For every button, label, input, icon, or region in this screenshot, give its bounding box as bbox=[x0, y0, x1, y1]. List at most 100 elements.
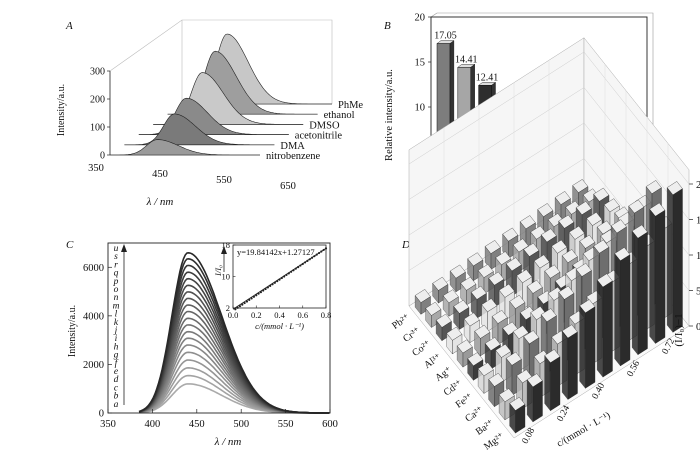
inset-point bbox=[306, 259, 309, 262]
x-tick-label: 400 bbox=[145, 419, 161, 430]
y-tick-label: 20 bbox=[415, 13, 426, 24]
panel-d-letter: D bbox=[401, 239, 410, 251]
inset-point bbox=[259, 291, 262, 294]
panel-a-series: PhMeethanolDMSOacetonitrileDMAnitrobenze… bbox=[110, 33, 363, 162]
bar-front bbox=[585, 306, 596, 389]
inset-point bbox=[236, 306, 239, 309]
bar-side bbox=[488, 378, 495, 408]
panel-b-letter: B bbox=[384, 20, 391, 32]
inset-point bbox=[245, 300, 249, 303]
bar-side bbox=[432, 282, 439, 304]
inset-point bbox=[243, 301, 246, 305]
inset-x-tick-label: 0.8 bbox=[321, 310, 332, 320]
bar-value-label: 12.41 bbox=[476, 72, 499, 83]
x-tick-label: 350 bbox=[100, 419, 116, 430]
plot-frame bbox=[107, 242, 331, 414]
inset-point bbox=[294, 267, 297, 270]
inset-point bbox=[278, 278, 281, 281]
inset-point bbox=[310, 256, 314, 259]
inset-point bbox=[262, 289, 265, 292]
inset-point bbox=[276, 280, 279, 283]
bar-front bbox=[602, 280, 613, 378]
y-tick-label: 0 bbox=[99, 409, 104, 420]
inset-point bbox=[266, 286, 269, 289]
z-tick-label: 20 bbox=[696, 180, 700, 191]
bar-side bbox=[474, 330, 481, 357]
y-tick-label: 0 bbox=[100, 151, 105, 162]
inset-y-tick-label: 10 bbox=[222, 272, 231, 282]
curve-letter: s bbox=[114, 252, 118, 262]
spectrum-curve-u bbox=[138, 251, 330, 414]
bar-side bbox=[498, 394, 506, 421]
y-tick-label: 4000 bbox=[83, 311, 104, 322]
bar-side bbox=[526, 379, 534, 423]
curve-letter: r bbox=[114, 260, 118, 270]
y-tick-label: 100 bbox=[90, 123, 105, 134]
inset-x-tick-label: 0.2 bbox=[251, 310, 262, 320]
inset-point bbox=[248, 298, 251, 302]
bar-side bbox=[467, 258, 474, 282]
inset-ylabel: I/I₀ bbox=[213, 265, 223, 277]
bar-side bbox=[453, 305, 460, 330]
wall-gridline bbox=[408, 87, 690, 220]
x-tick-label: 350 bbox=[88, 163, 104, 174]
inset-point bbox=[290, 270, 293, 273]
bar-front bbox=[637, 231, 648, 356]
inset-x-tick-label: 0.4 bbox=[274, 310, 285, 320]
inset-point bbox=[257, 292, 260, 295]
curve-letter: h bbox=[114, 342, 119, 352]
z-tick-label: 0 bbox=[696, 322, 700, 333]
ion-label: Ag⁺ bbox=[433, 365, 454, 384]
inset-equation: y=19.84142x+1.27127 bbox=[237, 247, 315, 257]
bar-side bbox=[425, 307, 432, 328]
bar-side bbox=[666, 187, 674, 333]
series-label-ethanol: ethanol bbox=[324, 110, 355, 121]
z-tick-label: 5 bbox=[696, 287, 700, 298]
inset-point bbox=[303, 261, 307, 264]
bar-front bbox=[550, 356, 561, 412]
curve-letter: o bbox=[114, 285, 119, 295]
inset-point bbox=[315, 253, 318, 256]
bar-side bbox=[449, 270, 457, 293]
panel-d: D 051015200.080.240.400.560.72Pb²⁺Cr³⁺Co… bbox=[390, 37, 700, 453]
y-tick-label: 2000 bbox=[83, 360, 104, 371]
inset-point bbox=[269, 284, 272, 287]
y-tick-label: 300 bbox=[90, 67, 105, 78]
panel-a: A PhMeethanolDMSOacetonitrileDMAnitroben… bbox=[56, 19, 363, 208]
inset-y-tick-label: 2 bbox=[226, 303, 230, 313]
inset-point bbox=[241, 303, 244, 306]
x-tick-label: 500 bbox=[233, 419, 249, 430]
curve-letter: l bbox=[115, 310, 118, 320]
inset-x-tick-label: 0.6 bbox=[297, 310, 308, 320]
panel-c-xlabel: λ / nm bbox=[214, 436, 242, 448]
y-tick-label: 15 bbox=[415, 58, 426, 69]
series-curve-DMA bbox=[124, 113, 275, 146]
bar-side bbox=[596, 279, 604, 378]
x-tick-label: 650 bbox=[280, 181, 296, 192]
bar-side bbox=[561, 330, 569, 400]
inset-point bbox=[252, 295, 256, 298]
bar-side bbox=[463, 318, 471, 344]
inset-point bbox=[322, 248, 325, 252]
increase-arrow-head bbox=[221, 246, 227, 254]
inset-point bbox=[324, 247, 328, 250]
ion-label: Fe³⁺ bbox=[454, 391, 475, 410]
curve-letter: q bbox=[114, 269, 119, 279]
curve-letter: k bbox=[114, 318, 119, 328]
x-tick-label: 450 bbox=[152, 169, 168, 180]
inset-point bbox=[285, 273, 288, 277]
panel-a-ylabel: Intensity/a.u. bbox=[56, 84, 67, 136]
ion-label: Mg²⁺ bbox=[482, 431, 506, 453]
inset-point bbox=[297, 266, 300, 269]
inset-point bbox=[292, 269, 295, 272]
inset-point bbox=[317, 251, 321, 255]
bar-side bbox=[544, 355, 551, 412]
bar-value-label: 14.41 bbox=[455, 54, 478, 65]
inset-point bbox=[273, 281, 276, 284]
bar-side bbox=[414, 295, 422, 315]
curve-letter: b bbox=[114, 392, 119, 402]
curve-letter: e bbox=[114, 367, 118, 377]
